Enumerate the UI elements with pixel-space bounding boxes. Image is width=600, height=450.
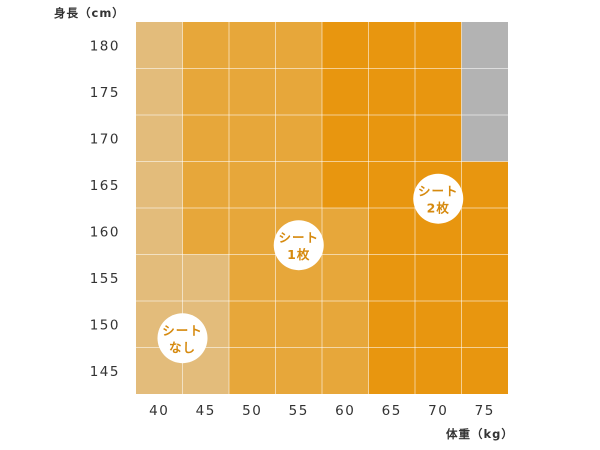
y-tick-label: 175 bbox=[90, 85, 120, 101]
cell-145-75 bbox=[461, 347, 508, 394]
cell-150-65 bbox=[368, 301, 415, 348]
y-tick-label: 170 bbox=[90, 131, 120, 147]
y-axis-title: 身長（cm） bbox=[54, 6, 125, 20]
cell-155-70 bbox=[415, 254, 462, 301]
cell-155-40 bbox=[136, 254, 183, 301]
y-axis-ticks: 180 175 170 165 160 155 150 145 bbox=[90, 38, 120, 380]
cell-175-60 bbox=[322, 68, 369, 115]
cell-160-60 bbox=[322, 208, 369, 255]
annotation-circle bbox=[413, 173, 464, 224]
annotation-label-line2: 1枚 bbox=[287, 247, 310, 262]
cell-160-40 bbox=[136, 208, 183, 255]
cell-170-75 bbox=[461, 115, 508, 162]
cell-165-75 bbox=[461, 161, 508, 208]
x-tick-label: 50 bbox=[242, 403, 262, 419]
cell-165-45 bbox=[182, 161, 229, 208]
annotation-circle bbox=[157, 313, 208, 364]
cell-155-60 bbox=[322, 254, 369, 301]
x-tick-label: 60 bbox=[335, 403, 355, 419]
cell-155-50 bbox=[229, 254, 276, 301]
cell-180-70 bbox=[415, 22, 462, 69]
cell-145-55 bbox=[275, 347, 322, 394]
cell-170-65 bbox=[368, 115, 415, 162]
y-tick-label: 165 bbox=[90, 178, 120, 194]
cell-170-60 bbox=[322, 115, 369, 162]
cell-155-75 bbox=[461, 254, 508, 301]
cell-175-75 bbox=[461, 68, 508, 115]
x-tick-label: 65 bbox=[382, 403, 402, 419]
x-tick-label: 45 bbox=[196, 403, 216, 419]
x-axis-title: 体重（kg） bbox=[446, 427, 514, 441]
cell-170-55 bbox=[275, 115, 322, 162]
cell-170-40 bbox=[136, 115, 183, 162]
cell-160-75 bbox=[461, 208, 508, 255]
cell-180-45 bbox=[182, 22, 229, 69]
x-tick-label: 75 bbox=[475, 403, 495, 419]
cell-165-65 bbox=[368, 161, 415, 208]
cell-180-40 bbox=[136, 22, 183, 69]
cell-165-60 bbox=[322, 161, 369, 208]
y-tick-label: 160 bbox=[90, 224, 120, 240]
y-tick-label: 155 bbox=[90, 271, 120, 287]
heatmap-cells bbox=[136, 22, 508, 394]
cell-175-65 bbox=[368, 68, 415, 115]
x-tick-label: 40 bbox=[149, 403, 169, 419]
annotation-label-line2: なし bbox=[169, 340, 196, 355]
cell-165-50 bbox=[229, 161, 276, 208]
cell-165-55 bbox=[275, 161, 322, 208]
cell-150-60 bbox=[322, 301, 369, 348]
cell-160-45 bbox=[182, 208, 229, 255]
cell-160-65 bbox=[368, 208, 415, 255]
annotation-label-line1: シート bbox=[278, 230, 319, 245]
cell-150-70 bbox=[415, 301, 462, 348]
cell-145-65 bbox=[368, 347, 415, 394]
annotation-circle bbox=[273, 220, 324, 271]
cell-170-70 bbox=[415, 115, 462, 162]
cell-175-55 bbox=[275, 68, 322, 115]
annotation-bubble-one: シート 1枚 bbox=[273, 220, 324, 271]
annotation-bubble-two: シート 2枚 bbox=[413, 173, 464, 224]
cell-175-70 bbox=[415, 68, 462, 115]
cell-155-45 bbox=[182, 254, 229, 301]
cell-180-65 bbox=[368, 22, 415, 69]
y-tick-label: 180 bbox=[90, 38, 120, 54]
x-axis-ticks: 40 45 50 55 60 65 70 75 bbox=[149, 403, 495, 419]
cell-160-50 bbox=[229, 208, 276, 255]
annotation-label-line1: シート bbox=[162, 323, 203, 338]
cell-150-75 bbox=[461, 301, 508, 348]
cell-170-50 bbox=[229, 115, 276, 162]
cell-150-50 bbox=[229, 301, 276, 348]
cell-175-45 bbox=[182, 68, 229, 115]
cell-180-55 bbox=[275, 22, 322, 69]
cell-155-65 bbox=[368, 254, 415, 301]
y-tick-label: 145 bbox=[90, 364, 120, 380]
cell-180-50 bbox=[229, 22, 276, 69]
x-tick-label: 70 bbox=[428, 403, 448, 419]
cell-145-70 bbox=[415, 347, 462, 394]
cell-180-75 bbox=[461, 22, 508, 69]
annotation-label-line1: シート bbox=[418, 184, 459, 199]
cell-150-55 bbox=[275, 301, 322, 348]
cell-175-40 bbox=[136, 68, 183, 115]
cell-165-40 bbox=[136, 161, 183, 208]
annotation-label-line2: 2枚 bbox=[427, 201, 450, 216]
cell-175-50 bbox=[229, 68, 276, 115]
cell-145-60 bbox=[322, 347, 369, 394]
cell-170-45 bbox=[182, 115, 229, 162]
cell-145-50 bbox=[229, 347, 276, 394]
y-tick-label: 150 bbox=[90, 317, 120, 333]
x-tick-label: 55 bbox=[289, 403, 309, 419]
cell-180-60 bbox=[322, 22, 369, 69]
